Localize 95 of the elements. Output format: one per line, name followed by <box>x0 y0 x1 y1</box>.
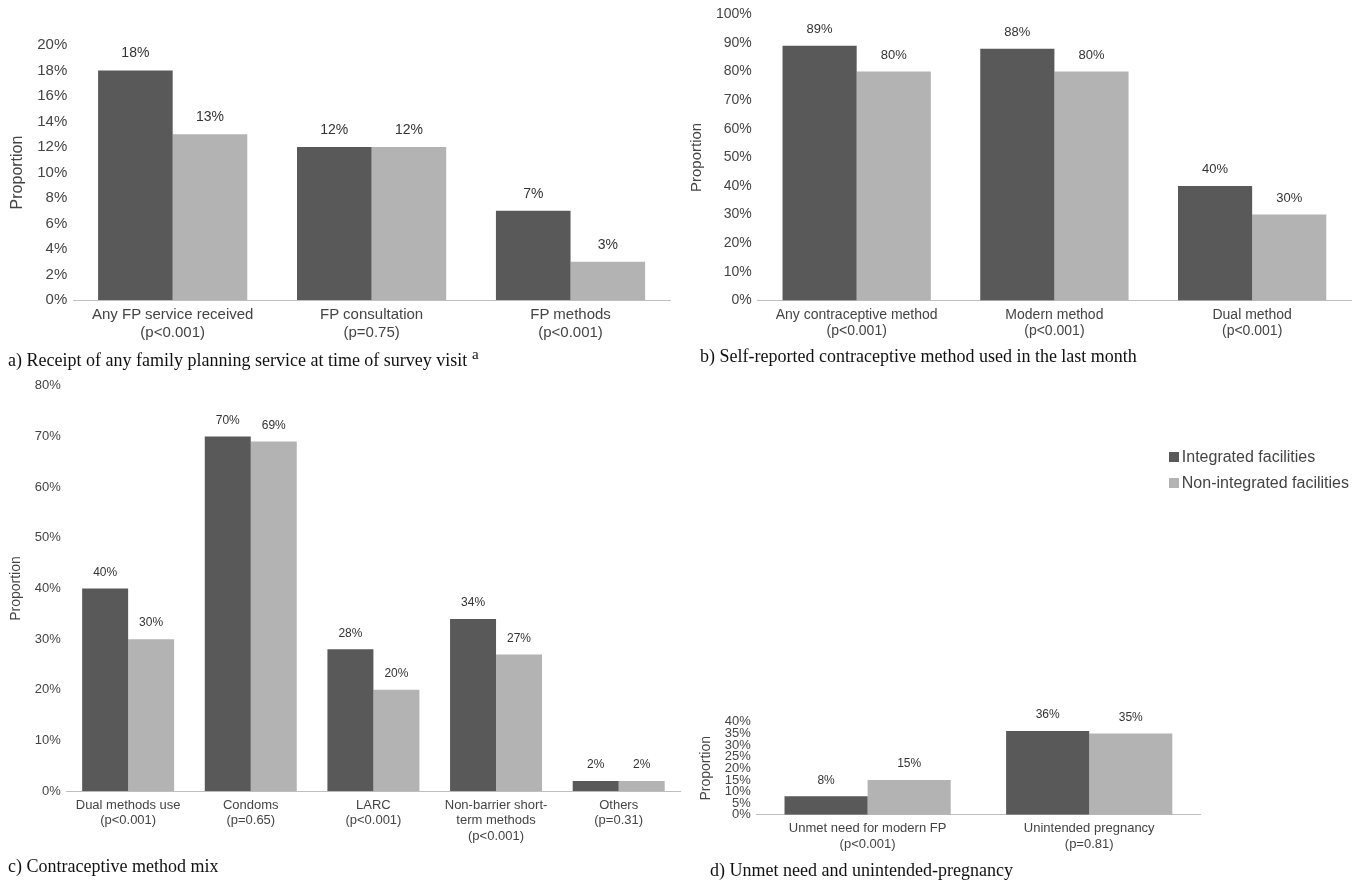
y-tick-label: 0% <box>45 290 68 308</box>
bar <box>327 649 374 792</box>
text: b) Self-reported contraceptive method used in the last month <box>700 346 1137 367</box>
data-label: 18% <box>121 44 150 61</box>
y-tick-label: 70% <box>34 428 62 444</box>
y-axis-title: Proportion <box>697 736 714 801</box>
data-label: 89% <box>806 20 834 36</box>
y-tick-label: 20% <box>723 234 752 251</box>
y-tick-label: 20% <box>37 35 68 53</box>
y-tick-label: 80% <box>34 377 62 393</box>
data-label: 70% <box>215 412 241 427</box>
bar <box>1089 733 1173 815</box>
y-axis-title: Proportion <box>687 122 705 193</box>
data-label: 36% <box>1035 707 1060 722</box>
x-tick-label: Any contraceptive method (p<0.001) <box>775 305 938 339</box>
x-tick-label: Condoms (p=0.65) <box>222 796 280 828</box>
data-label: 30% <box>1276 189 1303 205</box>
y-tick-label: 80% <box>723 62 752 79</box>
data-label: 88% <box>1004 23 1031 39</box>
data-label: 80% <box>1078 46 1105 62</box>
bar <box>204 436 251 792</box>
y-axis-title: Proportion <box>8 135 26 210</box>
y-axis-title: Proportion <box>7 556 24 621</box>
bar <box>784 796 868 815</box>
y-tick-label: 60% <box>723 119 752 136</box>
legend-label: Non-integrated facilities <box>1181 474 1349 492</box>
y-tick-label: 6% <box>45 213 68 231</box>
x-tick-label: Dual method (p<0.001) <box>1212 305 1292 339</box>
data-label: 13% <box>195 108 224 125</box>
bar <box>495 210 571 300</box>
data-label: 2% <box>633 757 651 772</box>
data-label: 20% <box>384 666 409 681</box>
y-tick-label: 0% <box>731 291 752 308</box>
y-tick-label: 10% <box>34 732 62 748</box>
y-tick-label: 30% <box>723 205 752 222</box>
y-tick-label: 14% <box>37 111 68 129</box>
data-label: 7% <box>523 184 544 201</box>
y-tick-label: 4% <box>45 239 68 257</box>
y-tick-label: 20% <box>34 681 62 697</box>
bar <box>980 48 1055 301</box>
x-tick-label: Unintended pregnancy (p=0.81) <box>1023 820 1156 851</box>
bar <box>98 70 173 300</box>
x-tick-label: LARC (p<0.001) <box>345 796 402 828</box>
data-label: 69% <box>261 417 287 432</box>
data-label: 34% <box>461 595 486 610</box>
data-label: 35% <box>1118 709 1144 724</box>
data-label: 8% <box>817 772 836 787</box>
data-label: 28% <box>338 625 363 640</box>
y-tick-label: 18% <box>37 60 68 78</box>
data-label: 12% <box>394 120 423 137</box>
data-label: 2% <box>587 757 605 772</box>
text: a) Receipt of any family planning service at time of survey visit $^{a}$ <box>8 346 479 371</box>
y-tick-label: 30% <box>34 630 62 646</box>
legend-label: Integrated facilities <box>1181 448 1316 466</box>
bar <box>450 618 497 792</box>
bar <box>867 779 951 815</box>
bar <box>297 147 372 300</box>
y-tick-label: 10% <box>723 262 752 279</box>
y-tick-label: 40% <box>34 580 62 596</box>
x-tick-label: Non-barrier short- term methods (p<0.001) <box>444 796 548 843</box>
y-tick-label: 90% <box>723 33 752 50</box>
y-tick-label: 10% <box>37 162 68 180</box>
y-tick-label: 100% <box>715 5 752 22</box>
text: d) Unmet need and unintended-pregnancy <box>710 860 1013 881</box>
data-label: 3% <box>597 235 618 252</box>
data-label: 80% <box>880 46 908 62</box>
x-tick-label: FP methods (p<0.001) <box>530 305 611 341</box>
y-tick-label: 50% <box>34 529 62 545</box>
y-tick-label: 70% <box>723 91 752 108</box>
y-tick-label: 8% <box>45 188 68 206</box>
y-tick-label: 16% <box>37 86 68 104</box>
y-tick-label: 40% <box>723 176 752 193</box>
y-tick-label: 2% <box>45 264 68 282</box>
data-label: 40% <box>93 564 118 579</box>
y-tick-label: 60% <box>34 478 62 494</box>
data-label: 12% <box>320 120 349 137</box>
bar <box>1006 731 1090 815</box>
bar <box>572 781 619 792</box>
x-tick-label: FP consultation (p=0.75) <box>320 305 424 341</box>
x-tick-label: Unmet need for modern FP (p<0.001) <box>788 820 947 851</box>
y-tick-label: 12% <box>37 137 68 155</box>
bar <box>782 45 857 301</box>
data-label: 15% <box>897 756 922 771</box>
bar <box>82 588 129 792</box>
x-tick-label: Others (p=0.31) <box>594 796 644 828</box>
data-label: 27% <box>507 630 532 645</box>
y-tick-label: 0% <box>42 782 62 798</box>
bar <box>1177 186 1253 301</box>
x-tick-label: Any FP service received (p<0.001) <box>91 305 254 341</box>
x-tick-label: Dual methods use (p<0.001) <box>75 796 181 828</box>
x-tick-label: Modern method (p<0.001) <box>1005 305 1104 339</box>
y-tick-label: 50% <box>723 148 752 165</box>
data-label: 40% <box>1202 161 1229 177</box>
data-label: 30% <box>139 615 164 630</box>
text: c) Contraceptive method mix <box>8 856 219 877</box>
